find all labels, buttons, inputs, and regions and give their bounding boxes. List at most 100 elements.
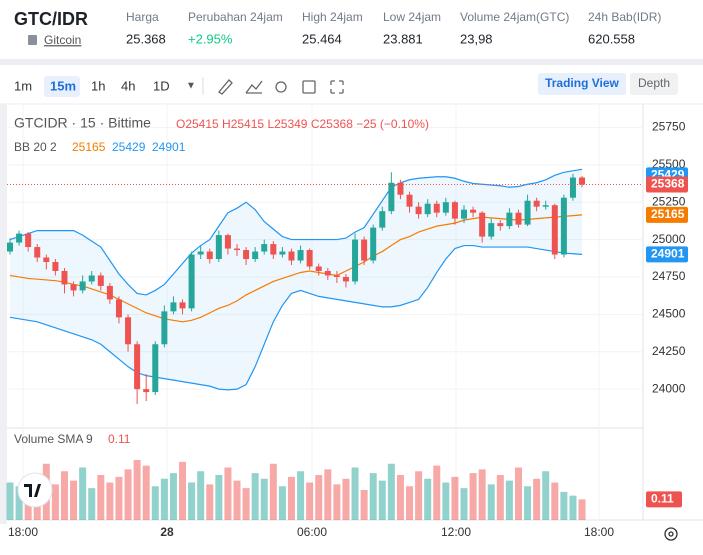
indicator-icon[interactable] [245, 80, 263, 94]
volume-bar [151, 486, 159, 520]
y-tick-label: 25750 [652, 120, 686, 134]
candle-body [25, 233, 32, 248]
settings-icon[interactable] [275, 81, 287, 93]
volume-bar [487, 484, 495, 520]
candle-body [243, 250, 250, 260]
volume-bar [369, 473, 377, 520]
view-button[interactable]: Depth [638, 76, 670, 90]
volume-bar [70, 480, 78, 520]
volume-bar [169, 473, 177, 520]
volume-bar [60, 471, 68, 520]
candle-body [451, 202, 458, 219]
x-tick-label: 06:00 [297, 525, 327, 539]
volume-label: Volume SMA 9 [14, 432, 93, 446]
candle-body [297, 250, 304, 261]
price-tag-label: 24901 [651, 247, 685, 261]
draw-icon[interactable] [218, 79, 233, 95]
legend-symbol: GTCIDR · 15 · Bittime [14, 115, 151, 131]
left-strip [0, 104, 7, 524]
interval[interactable]: 1h [91, 78, 105, 93]
candle-body [61, 270, 68, 285]
candle-body [370, 227, 377, 261]
candle-body [551, 205, 558, 255]
candle-body [70, 284, 77, 291]
legend-high: H25415 [222, 117, 264, 131]
candle-body [197, 251, 204, 255]
candle-body [43, 257, 50, 263]
candle-body [361, 239, 368, 261]
legend-ohlc: O25415 H25415 L25349 C25368 −25 (−0.10%) [176, 117, 429, 131]
candle-body [533, 200, 540, 207]
view-button-bg[interactable] [538, 73, 626, 95]
interval[interactable]: 1m [14, 78, 32, 93]
view-button[interactable]: Trading View [545, 76, 619, 90]
volume-bar [306, 482, 314, 520]
volume-bar [542, 471, 550, 520]
candle-body [479, 212, 486, 237]
stats: Harga 25.368 Perubahan 24jam +2.95% High 24j… [126, 10, 661, 46]
candle-body [406, 194, 413, 207]
candle-body [88, 275, 95, 282]
volume-bar [260, 478, 268, 520]
candle-body [125, 317, 132, 345]
candle-body [315, 266, 322, 271]
save-icon[interactable] [302, 80, 316, 94]
volume-bar [496, 475, 504, 520]
volume-value: 0.11 [108, 432, 131, 446]
volume-bar [124, 469, 132, 520]
candle-body [261, 244, 268, 252]
fullscreen-icon[interactable] [330, 80, 344, 94]
candle-body [79, 281, 86, 291]
volume-bar [251, 473, 259, 520]
volume-bar [269, 463, 277, 520]
interval[interactable]: 4h [121, 78, 135, 93]
candle-body [324, 270, 331, 276]
volume-bar [433, 465, 441, 520]
tool-icons [218, 79, 344, 95]
candle-body [342, 276, 349, 282]
interval[interactable]: 1D [153, 78, 170, 93]
volume-bar [342, 478, 350, 520]
candle-body [115, 299, 122, 318]
candle-body [415, 206, 422, 215]
bb-lower: 24901 [152, 140, 186, 154]
stat-label: Low 24jam [383, 10, 441, 24]
bb-upper: 25429 [112, 140, 146, 154]
candle-body [224, 235, 231, 249]
plot: 2575025500252502500024750245002425024000… [6, 105, 688, 539]
candle-body [442, 202, 449, 213]
dropdown-caret[interactable]: ▼ [186, 81, 196, 92]
candle-body [488, 223, 495, 237]
volume-bar [560, 491, 568, 520]
toolbar: 1m 15m 1h 4h 1D [14, 76, 170, 97]
band-fill [10, 169, 583, 390]
axis-settings[interactable] [664, 527, 678, 541]
volume-bar [79, 467, 87, 520]
coin-link[interactable]: Gitcoin [44, 33, 81, 47]
candle-body [379, 211, 386, 228]
volume-bar [514, 467, 522, 520]
candle-body [52, 262, 59, 271]
interval[interactable]: 15m [50, 78, 76, 93]
candle-body [397, 182, 404, 195]
candle-body [134, 344, 141, 390]
volume-bar [278, 486, 286, 520]
band-upper [9, 168, 583, 296]
volume-bar [242, 488, 250, 520]
interval-active-bg [44, 76, 80, 97]
pair-title: GTC/IDR [14, 9, 88, 29]
volume-bar [15, 486, 23, 520]
volume-bar [578, 499, 586, 520]
volume-bar [333, 484, 341, 520]
tv-logo[interactable] [17, 472, 53, 508]
volume-bar [88, 488, 96, 520]
view-button-bg[interactable] [630, 73, 678, 95]
volume-bar [460, 488, 468, 520]
volume-bar [179, 461, 187, 520]
volume-tag [646, 491, 682, 508]
candle-body [560, 197, 567, 255]
volume-bar [51, 484, 59, 520]
candle-body [388, 182, 395, 212]
stat-value: 23.881 [383, 31, 423, 46]
